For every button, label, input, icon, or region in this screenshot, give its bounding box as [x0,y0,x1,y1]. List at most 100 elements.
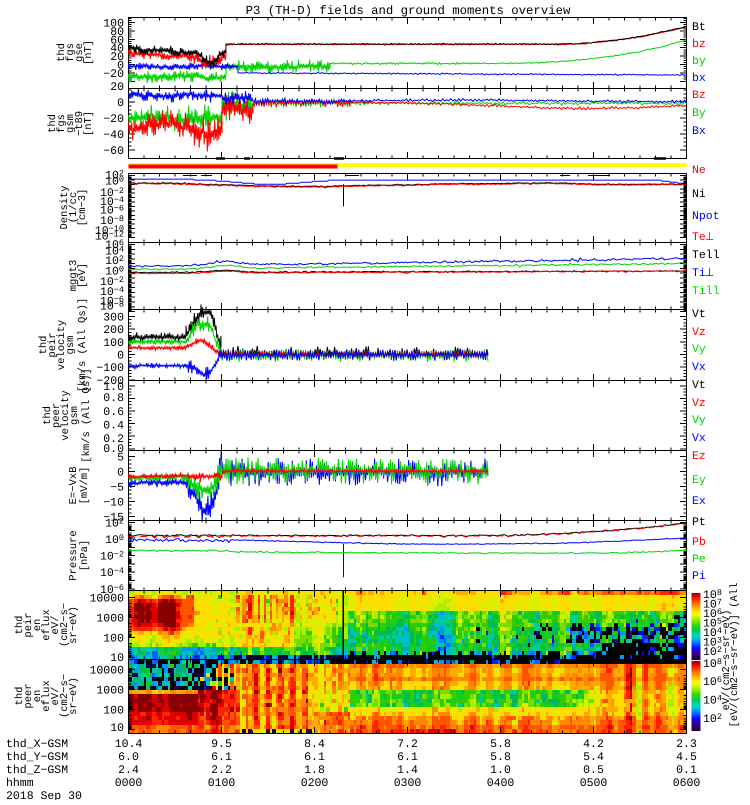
svg-text:8.4: 8.4 [304,738,325,751]
svg-text:100: 100 [103,705,124,718]
svg-text:4.5: 4.5 [676,751,697,764]
svg-text:0.8: 0.8 [103,392,124,405]
svg-text:thd: thd [14,687,26,706]
svg-text:1000: 1000 [96,612,124,625]
svg-text:Ez: Ez [692,450,706,463]
svg-text:1.8: 1.8 [304,764,325,777]
svg-text:Vz: Vz [692,397,706,410]
svg-text:(cm2−s−: (cm2−s− [59,674,71,718]
svg-text:[nPa]: [nPa] [79,540,91,572]
svg-text:6.1: 6.1 [211,751,232,764]
svg-text:7.2: 7.2 [397,738,418,751]
svg-text:6.1: 6.1 [304,751,325,764]
svg-text:0.0: 0.0 [103,443,124,456]
svg-text:sr−eV): sr−eV) [68,677,80,715]
svg-text:9.5: 9.5 [211,738,232,751]
svg-text:−200: −200 [96,375,124,388]
svg-text:−100: −100 [96,362,124,375]
svg-text:fgs: fgs [65,43,77,62]
svg-text:eV/: eV/ [50,687,62,706]
svg-text:Bt: Bt [692,21,706,34]
svg-text:gsm: gsm [65,336,77,355]
svg-text:60: 60 [110,34,124,47]
svg-text:Pe: Pe [692,553,706,566]
svg-text:2.2: 2.2 [211,764,232,777]
svg-text:−5: −5 [110,482,124,495]
svg-text:Till: Till [692,285,720,298]
svg-text:thd: thd [38,336,50,355]
svg-text:10: 10 [110,652,124,665]
svg-text:Bz: Bz [692,89,706,102]
svg-text:−t89: −t89 [74,111,86,136]
svg-text:Pt: Pt [692,516,706,529]
svg-text:40: 40 [110,43,124,56]
svg-text:[eV]: [eV] [77,263,89,288]
svg-text:velocity: velocity [56,320,68,370]
svg-text:5: 5 [117,452,124,465]
svg-text:−60: −60 [103,145,124,158]
svg-text:Te⟂: Te⟂ [692,231,714,244]
svg-text:100: 100 [103,18,124,31]
svg-text:4.2: 4.2 [583,738,604,751]
svg-text:−15: −15 [103,512,124,525]
svg-text:en: en [32,690,44,703]
svg-text:1.0: 1.0 [103,381,124,394]
svg-text:300: 300 [103,311,124,324]
svg-text:0: 0 [117,467,124,480]
svg-text:thd: thd [42,406,54,425]
svg-text:peir: peir [47,332,59,357]
svg-text:Vt: Vt [692,308,706,321]
svg-text:0: 0 [117,350,124,363]
svg-text:Bx: Bx [692,125,706,138]
svg-text:Density: Density [59,185,71,229]
svg-text:1.0: 1.0 [490,764,511,777]
svg-text:6.1: 6.1 [397,751,418,764]
svg-text:−20: −20 [103,113,124,126]
svg-text:0.1: 0.1 [676,764,697,777]
svg-text:5.8: 5.8 [490,751,511,764]
svg-text:1000: 1000 [96,685,124,698]
svg-text:thd: thd [47,114,59,133]
svg-text:Vz: Vz [692,326,706,339]
svg-text:−10: −10 [103,497,124,510]
svg-text:bx: bx [692,72,706,85]
svg-text:2.3: 2.3 [676,738,697,751]
svg-text:en: en [32,619,44,632]
svg-text:Tell: Tell [692,249,720,262]
svg-text:0: 0 [117,97,124,110]
svg-text:0000: 0000 [115,777,143,790]
svg-text:200: 200 [103,324,124,337]
svg-text:2.4: 2.4 [118,764,139,777]
svg-text:Vt: Vt [692,379,706,392]
svg-text:gse: gse [74,43,86,62]
svg-text:thd_Y−GSM: thd_Y−GSM [6,751,68,764]
svg-text:Vy: Vy [692,414,706,427]
svg-text:velocity: velocity [60,390,72,440]
svg-text:eflux: eflux [41,680,53,712]
svg-text:[nT]: [nT] [83,40,95,65]
svg-text:10000: 10000 [89,665,124,678]
svg-text:0200: 0200 [301,777,329,790]
svg-text:By: By [692,107,706,120]
svg-text:20: 20 [110,51,124,64]
svg-text:hhmm: hhmm [6,777,34,790]
svg-text:10.4: 10.4 [115,738,143,751]
svg-text:thd_X−GSM: thd_X−GSM [6,738,68,751]
svg-text:eflux: eflux [41,609,53,641]
svg-text:0.5: 0.5 [583,764,604,777]
svg-text:0.6: 0.6 [103,406,124,419]
svg-text:[cm−3]: [cm−3] [77,189,89,227]
svg-text:0.2: 0.2 [103,433,124,446]
svg-text:Ni: Ni [692,188,706,201]
svg-text:bz: bz [692,38,706,51]
svg-text:10000: 10000 [89,593,124,606]
svg-text:5.8: 5.8 [490,738,511,751]
svg-text:peer: peer [23,683,35,708]
svg-text:Ex: Ex [692,495,706,508]
svg-text:−20: −20 [103,68,124,81]
svg-text:5.4: 5.4 [583,751,604,764]
svg-text:Vy: Vy [692,343,706,356]
svg-text:0.4: 0.4 [103,420,124,433]
svg-text:20: 20 [110,81,124,94]
svg-text:gsm: gsm [65,114,77,133]
